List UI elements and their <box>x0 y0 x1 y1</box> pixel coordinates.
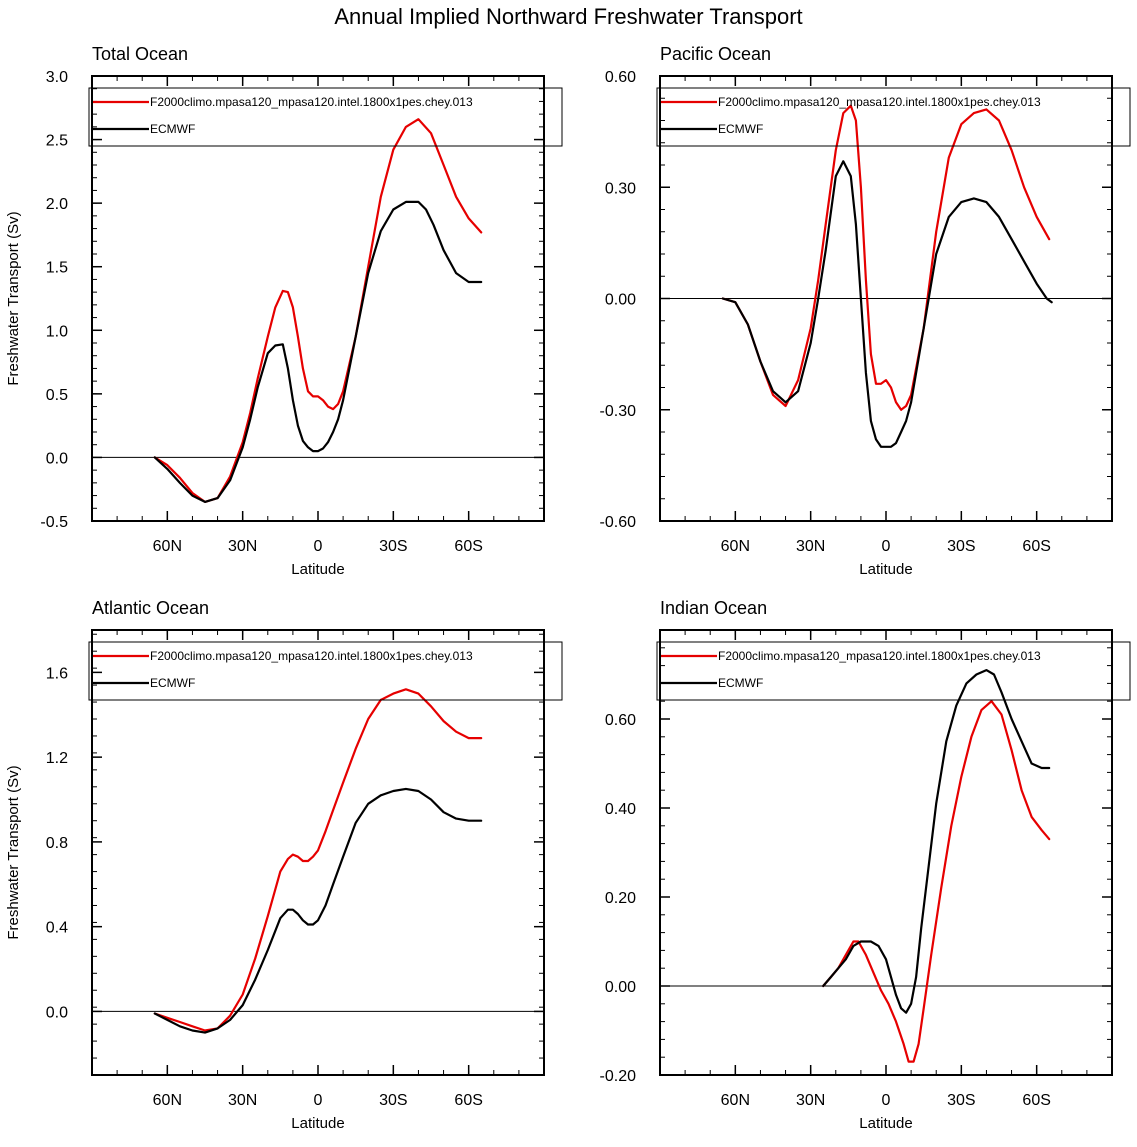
y-tick-label: 1.0 <box>46 323 68 340</box>
panel-title: Indian Ocean <box>660 598 767 618</box>
plot-frame <box>91 75 545 522</box>
x-tick-label: 60N <box>153 1092 182 1109</box>
x-tick-label: 60S <box>454 538 482 555</box>
plot-frame <box>659 629 1113 1076</box>
x-tick-label: 60N <box>721 538 750 555</box>
legend-label: F2000climo.mpasa120_mpasa120.intel.1800x… <box>150 649 473 663</box>
y-tick-label: -0.20 <box>600 1068 637 1085</box>
x-axis-label: Latitude <box>291 561 344 578</box>
y-tick-label: -0.5 <box>40 514 68 531</box>
x-tick-label: 30S <box>379 538 407 555</box>
x-tick-label: 60S <box>454 1092 482 1109</box>
y-tick-label: 0.30 <box>605 180 636 197</box>
x-axis-label: Latitude <box>859 561 912 578</box>
x-tick-label: 0 <box>882 538 891 555</box>
plot-frame <box>91 629 545 1076</box>
panel-indian-ocean: Indian Ocean -0.20 0.00 0.20 0.40 0.60 60N 30N 0… <box>600 598 1131 1132</box>
legend-label: F2000climo.mpasa120_mpasa120.intel.1800x… <box>718 95 1041 109</box>
series-line-ecmwf <box>822 668 1051 1014</box>
y-tick-label: -0.60 <box>600 514 637 531</box>
y-tick-label: -0.30 <box>600 403 637 420</box>
x-tick-label: 30N <box>796 1092 825 1109</box>
series-line-model <box>153 118 483 503</box>
y-tick-label: 0.00 <box>605 292 636 309</box>
x-tick-label: 30S <box>947 538 975 555</box>
y-tick-label: 1.2 <box>46 750 68 767</box>
legend-label: F2000climo.mpasa120_mpasa120.intel.1800x… <box>150 95 473 109</box>
y-tick-label: 0.4 <box>46 920 68 937</box>
y-tick-label: 1.6 <box>46 665 68 682</box>
legend-box <box>88 87 563 147</box>
x-axis-label: Latitude <box>859 1115 912 1132</box>
x-tick-label: 0 <box>314 1092 323 1109</box>
y-tick-label: 2.5 <box>46 133 68 150</box>
x-tick-label: 0 <box>882 1092 891 1109</box>
x-tick-label: 30N <box>228 538 257 555</box>
x-tick-label: 0 <box>314 538 323 555</box>
y-axis-label: Freshwater Transport (Sv) <box>5 765 22 939</box>
x-tick-label: 30S <box>379 1092 407 1109</box>
y-tick-label: 0.0 <box>46 450 68 467</box>
x-tick-label: 60S <box>1022 1092 1050 1109</box>
y-tick-label: 1.5 <box>46 260 68 277</box>
y-tick-label: 2.0 <box>46 196 68 213</box>
series-line-ecmwf <box>153 787 483 1034</box>
x-axis-label: Latitude <box>291 1115 344 1132</box>
legend-box <box>88 641 563 701</box>
y-tick-label: 0.60 <box>605 69 636 86</box>
y-tick-label: 3.0 <box>46 69 68 86</box>
panel-title: Total Ocean <box>92 44 188 64</box>
series-line-ecmwf <box>721 160 1053 448</box>
y-tick-label: 0.00 <box>605 979 636 996</box>
series-line-model <box>822 700 1051 1063</box>
panel-atlantic-ocean: Atlantic Ocean 0.0 0.4 0.8 1.2 1.6 60N 30N 0 30S 6… <box>5 598 563 1132</box>
legend-label: ECMWF <box>718 676 763 690</box>
x-tick-label: 30S <box>947 1092 975 1109</box>
y-tick-label: 0.20 <box>605 890 636 907</box>
legend-label: ECMWF <box>718 122 763 136</box>
legend-box <box>656 87 1131 147</box>
legend-box <box>656 641 1131 701</box>
x-tick-label: 30N <box>228 1092 257 1109</box>
series-line-model <box>721 104 1051 411</box>
x-tick-label: 60N <box>721 1092 750 1109</box>
legend-label: ECMWF <box>150 122 195 136</box>
legend-label: ECMWF <box>150 676 195 690</box>
legend-label: F2000climo.mpasa120_mpasa120.intel.1800x… <box>718 649 1041 663</box>
panel-pacific-ocean: Pacific Ocean -0.60 -0.30 0.00 0.30 0.60 60N 30… <box>600 44 1131 578</box>
x-tick-label: 60N <box>153 538 182 555</box>
x-tick-label: 30N <box>796 538 825 555</box>
y-tick-label: 0.40 <box>605 801 636 818</box>
panel-title: Pacific Ocean <box>660 44 771 64</box>
y-tick-label: 0.0 <box>46 1004 68 1021</box>
y-tick-label: 0.60 <box>605 712 636 729</box>
figure-title: Annual Implied Northward Freshwater Tran… <box>334 4 803 29</box>
panel-title: Atlantic Ocean <box>92 598 209 618</box>
y-tick-label: 0.8 <box>46 835 68 852</box>
series-line-ecmwf <box>153 200 483 503</box>
plot-frame <box>659 75 1113 522</box>
x-tick-label: 60S <box>1022 538 1050 555</box>
y-tick-label: 0.5 <box>46 387 68 404</box>
panel-total-ocean: Total Ocean -0.5 0.0 0.5 1.0 1.5 2.0 2.5 3.0 60N 3… <box>5 44 563 578</box>
series-line-model <box>153 688 483 1032</box>
y-axis-label: Freshwater Transport (Sv) <box>5 211 22 385</box>
